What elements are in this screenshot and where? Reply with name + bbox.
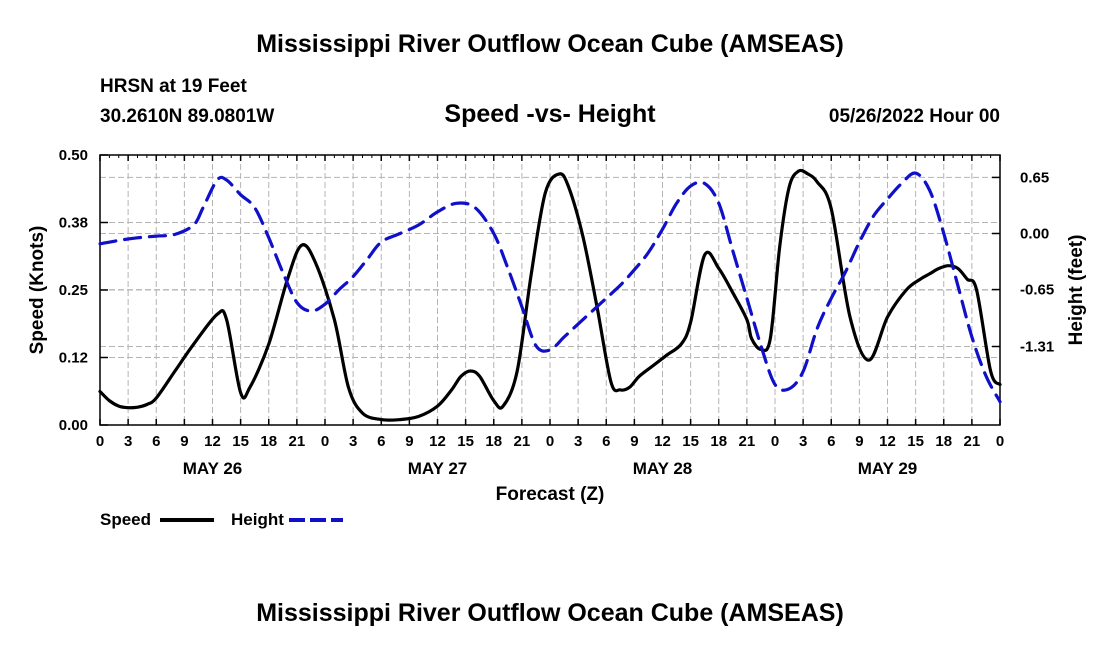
x-tick-label: 9 — [180, 433, 188, 450]
x-axis-label: Forecast (Z) — [496, 484, 605, 505]
series-line-height — [98, 171, 1002, 404]
x-tick-label: 6 — [827, 433, 835, 450]
x-tick-label: 15 — [682, 433, 699, 450]
y-left-tick-label: 0.38 — [59, 215, 88, 232]
legend-height-swatch — [289, 518, 343, 522]
x-tick-label: 21 — [964, 433, 981, 450]
x-tick-label: 0 — [996, 433, 1004, 450]
day-label: MAY 26 — [183, 459, 243, 478]
y-right-tick-label: -1.31 — [1020, 339, 1054, 356]
x-tick-label: 0 — [771, 433, 779, 450]
chart-title: Mississippi River Outflow Ocean Cube (AM… — [256, 30, 844, 58]
axis-ticks — [99, 154, 1001, 426]
x-tick-label: 3 — [349, 433, 357, 450]
x-tick-label: 9 — [405, 433, 413, 450]
x-tick-label: 15 — [907, 433, 924, 450]
datetime-label: 05/26/2022 Hour 00 — [828, 106, 1000, 127]
station-label: HRSN at 19 Feet — [100, 76, 247, 97]
x-tick-label: 0 — [96, 433, 104, 450]
x-tick-label: 12 — [429, 433, 446, 450]
y-left-axis-label: Speed (Knots) — [27, 226, 48, 355]
x-tick-label: 12 — [654, 433, 671, 450]
x-tick-label: 21 — [514, 433, 531, 450]
x-tick-label: 6 — [152, 433, 160, 450]
x-tick-label: 15 — [232, 433, 249, 450]
x-tick-label: 3 — [799, 433, 807, 450]
y-left-tick-label: 0.25 — [59, 282, 88, 299]
y-left-tick-label: 0.50 — [59, 147, 88, 164]
x-tick-label: 21 — [289, 433, 306, 450]
x-tick-label: 15 — [457, 433, 474, 450]
series-layer — [98, 168, 1002, 422]
legend-speed-swatch — [160, 518, 214, 522]
x-tick-label: 18 — [260, 433, 277, 450]
x-tick-label: 18 — [935, 433, 952, 450]
day-label: MAY 28 — [633, 459, 693, 478]
x-tick-label: 21 — [739, 433, 756, 450]
legend-height-label: Height — [231, 510, 284, 529]
x-tick-label: 18 — [710, 433, 727, 450]
x-tick-label: 12 — [204, 433, 221, 450]
x-tick-label: 0 — [321, 433, 329, 450]
x-tick-label: 3 — [574, 433, 582, 450]
x-tick-label: 9 — [855, 433, 863, 450]
legend-speed-label: Speed — [100, 510, 152, 529]
x-tick-label: 9 — [630, 433, 638, 450]
speed-height-chart: 0 3 6 9 12 15 18 21 0 3 6 9 12 15 18 21 0 3 6 9 12 15 18 21 0 3 6 9… — [27, 147, 1087, 505]
x-tick-label: 6 — [602, 433, 610, 450]
x-tick-label: 3 — [124, 433, 132, 450]
y-left-tick-label: 0.00 — [59, 417, 88, 434]
x-tick-label: 18 — [485, 433, 502, 450]
y-right-axis-label: Height (feet) — [1066, 235, 1087, 346]
y-right-tick-label: -0.65 — [1020, 282, 1054, 299]
grid — [100, 155, 1000, 425]
x-tick-label: 6 — [377, 433, 385, 450]
series-line-speed — [98, 168, 1002, 422]
x-tick-label: 12 — [879, 433, 896, 450]
chart-subtitle: Speed -vs- Height — [444, 100, 656, 128]
y-right-tick-label: 0.00 — [1020, 225, 1049, 242]
x-tick-label: 0 — [546, 433, 554, 450]
day-label: MAY 27 — [408, 459, 468, 478]
day-label: MAY 29 — [858, 459, 918, 478]
coordinates-label: 30.2610N 89.0801W — [100, 106, 275, 127]
secondary-chart-title: Mississippi River Outflow Ocean Cube (AM… — [256, 599, 844, 627]
y-left-tick-label: 0.12 — [59, 350, 88, 367]
y-right-tick-label: 0.65 — [1020, 169, 1049, 186]
axis-labels: 0 3 6 9 12 15 18 21 0 3 6 9 12 15 18 21 0 3 6 9 12 15 18 21 0 3 6 9… — [27, 147, 1087, 505]
